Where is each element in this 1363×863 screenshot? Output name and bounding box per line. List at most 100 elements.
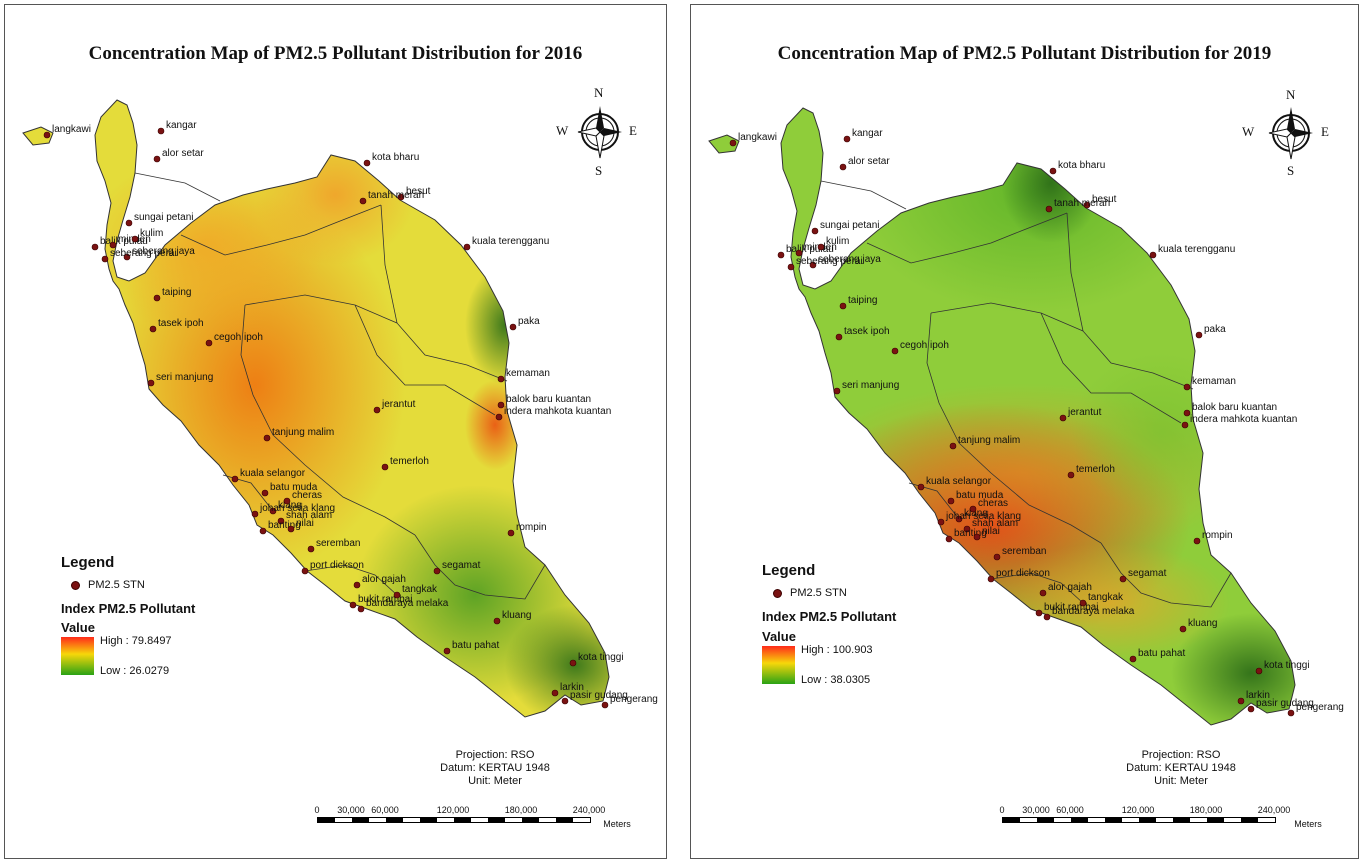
station-label: johan setia klang	[945, 511, 1021, 522]
station-label: tasek ipoh	[844, 326, 890, 337]
station-marker-icon	[71, 580, 80, 590]
station-label: besut	[1092, 194, 1117, 205]
station-label: segamat	[442, 560, 481, 571]
station-marker	[269, 507, 277, 515]
station-marker	[1193, 537, 1201, 545]
legend-title: Legend	[61, 554, 115, 571]
station-marker	[307, 545, 315, 553]
station-marker	[1247, 705, 1255, 713]
station-label: klang	[278, 500, 302, 511]
station-label: sungai petani	[820, 220, 880, 231]
station-marker	[123, 253, 131, 261]
station-label: rompin	[516, 522, 547, 533]
station-label: tasek ipoh	[158, 318, 204, 329]
station-label: seberang jaya	[818, 254, 881, 265]
station-label: kluang	[502, 610, 531, 621]
station-marker	[359, 197, 367, 205]
projection-info: Projection: RSO Datum: KERTAU 1948 Unit:…	[1101, 749, 1261, 788]
station-marker	[301, 567, 309, 575]
station-label: kuala terengganu	[1158, 244, 1235, 255]
state-boundary	[1066, 212, 1194, 390]
station-label: temerloh	[390, 456, 429, 467]
station-label: sungai petani	[134, 212, 194, 223]
station-label: bukit rambai	[358, 594, 412, 605]
station-marker	[353, 581, 361, 589]
legend-high-label: High : 100.903	[801, 644, 873, 656]
island-outline	[708, 134, 740, 154]
compass-e: E	[629, 123, 637, 138]
station-marker	[987, 575, 995, 583]
scale-bar-graphic	[1002, 817, 1276, 823]
station-label: bukit rambai	[1044, 602, 1098, 613]
station-label: balik pulau	[786, 244, 834, 255]
station-label: kuala selangor	[926, 476, 992, 487]
station-marker	[1237, 697, 1245, 705]
state-boundary	[380, 204, 508, 382]
station-marker	[795, 249, 803, 257]
station-marker	[147, 379, 155, 387]
station-label: segamat	[1128, 568, 1167, 579]
station-label: batu muda	[270, 482, 318, 493]
legend-station-item: PM2.5 STN	[71, 579, 145, 591]
legend-value-label: Value	[61, 620, 95, 635]
station-marker	[937, 518, 945, 526]
station-marker	[153, 294, 161, 302]
station-marker	[1179, 625, 1187, 633]
station-label: tanah merah	[368, 190, 424, 201]
station-marker	[917, 483, 925, 491]
legend-value-label: Value	[762, 629, 796, 644]
scale-bar-graphic	[317, 817, 591, 823]
projection-label: Projection: RSO	[1141, 749, 1221, 761]
station-label: kuala selangor	[240, 468, 306, 479]
compass-w: W	[1242, 124, 1255, 139]
station-label: seremban	[1002, 546, 1046, 557]
scale-label: 240,000	[1257, 805, 1291, 815]
station-marker	[949, 442, 957, 450]
station-label: seri manjung	[156, 372, 213, 383]
station-label: seri manjung	[842, 380, 899, 391]
station-label: paka	[518, 316, 540, 327]
station-marker	[1183, 383, 1191, 391]
state-boundary	[354, 304, 496, 416]
station-label: taiping	[162, 287, 191, 298]
station-marker	[153, 155, 161, 163]
scale-unit: Meters	[1294, 819, 1322, 829]
station-marker	[947, 497, 955, 505]
concentration-hotspot	[1001, 123, 1101, 243]
unit-label: Unit: Meter	[468, 775, 522, 787]
concentration-surface	[709, 108, 1295, 725]
station-marker	[497, 401, 505, 409]
station-marker	[1287, 709, 1295, 717]
station-label: paka	[1204, 324, 1226, 335]
station-marker	[833, 387, 841, 395]
station-label: temerloh	[1076, 464, 1115, 475]
station-label: shah alam	[286, 510, 332, 521]
station-label: batu muda	[956, 490, 1004, 501]
station-marker	[393, 591, 401, 599]
station-marker	[993, 553, 1001, 561]
station-label: seberang perai	[110, 248, 177, 259]
station-marker	[817, 243, 825, 251]
station-marker	[1119, 575, 1127, 583]
legend-high-label: High : 79.8497	[100, 635, 172, 647]
station-label: seberang jaya	[132, 246, 195, 257]
station-marker	[231, 475, 239, 483]
state-boundary	[304, 564, 398, 596]
station-marker	[561, 697, 569, 705]
station-label: cegoh ipoh	[214, 332, 263, 343]
station-marker	[259, 527, 267, 535]
station-label: kangar	[852, 128, 883, 139]
state-boundary	[958, 442, 1102, 544]
state-boundary	[414, 534, 546, 600]
station-marker	[969, 505, 977, 513]
station-label: kulim	[140, 228, 163, 239]
station-marker	[205, 339, 213, 347]
station-label: bandaraya melaka	[366, 598, 449, 609]
station-marker	[1039, 589, 1047, 597]
station-marker	[287, 525, 295, 533]
map-title: Concentration Map of PM2.5 Pollutant Dis…	[777, 43, 1272, 64]
station-marker	[1045, 205, 1053, 213]
concentration-surface	[23, 100, 609, 717]
station-marker-icon	[773, 588, 782, 598]
state-boundary	[272, 434, 416, 536]
